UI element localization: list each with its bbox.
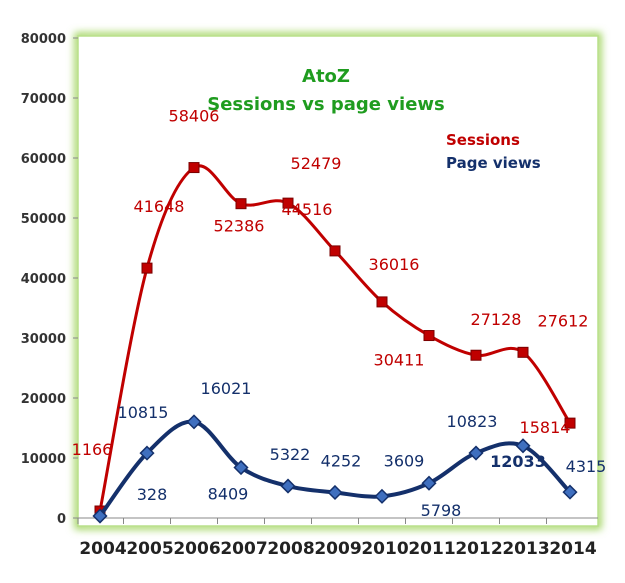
- data-point-sessions: [329, 245, 341, 257]
- y-tick-label: 10000: [21, 452, 66, 467]
- data-point-page-views: [562, 484, 578, 500]
- data-label: 58406: [169, 107, 220, 126]
- x-tick-label: 2009: [314, 539, 361, 559]
- data-point-sessions: [188, 162, 200, 174]
- x-tick-label: 2010: [361, 539, 408, 559]
- data-label: 3609: [384, 451, 425, 470]
- data-point-sessions: [470, 349, 482, 361]
- x-tick-label: 2004: [79, 539, 126, 559]
- data-point-page-views: [327, 484, 343, 501]
- chart-title: AtoZ: [302, 66, 350, 87]
- x-axis: 2004 2005 2006 2007 2008 2009 2010 2011 2012 2013…: [77, 517, 598, 559]
- data-label: 4252: [321, 451, 362, 470]
- y-tick-label: 30000: [21, 332, 66, 347]
- data-label: 8409: [208, 485, 249, 504]
- y-axis: 0 10000 20000 30000 40000 50000 60000 70000 8000…: [21, 32, 78, 527]
- y-tick-label: 20000: [21, 392, 66, 407]
- data-point-page-views: [468, 445, 484, 461]
- data-label: 27612: [538, 311, 589, 330]
- data-point-page-views: [92, 508, 108, 524]
- y-tick-label: 40000: [21, 272, 66, 287]
- data-point-sessions: [141, 262, 153, 274]
- data-labels: 1166 41648 58406 52386 52479 44516 36016 30411 2…: [72, 107, 607, 521]
- data-point-page-views: [374, 488, 390, 504]
- data-label: 44516: [282, 200, 333, 219]
- data-label: 5798: [421, 501, 462, 520]
- y-tick-label: 0: [57, 512, 66, 527]
- y-tick-label: 60000: [21, 152, 66, 167]
- data-point-sessions: [235, 198, 247, 210]
- data-label: 10815: [118, 403, 169, 422]
- data-label: 16021: [201, 379, 252, 398]
- x-tick-label: 2008: [267, 539, 314, 559]
- data-label: 4315: [566, 457, 607, 476]
- data-point-page-views: [421, 475, 437, 491]
- data-label: 27128: [471, 310, 522, 329]
- data-label: 12033: [490, 452, 546, 471]
- data-point-page-views: [139, 445, 155, 461]
- x-tick-label: 2013: [502, 539, 549, 559]
- x-tick-label: 2006: [173, 539, 220, 559]
- data-label: 36016: [369, 255, 420, 274]
- y-tick-label: 50000: [21, 212, 66, 227]
- x-tick-label: 2014: [549, 539, 596, 559]
- data-label: 15814: [520, 418, 571, 437]
- x-tick-label: 2012: [455, 539, 502, 559]
- data-label: 41648: [134, 197, 185, 216]
- y-tick-label: 70000: [21, 92, 66, 107]
- data-point-sessions: [423, 330, 435, 342]
- chart-subtitle: Sessions vs page views: [207, 94, 445, 115]
- data-label: 328: [137, 485, 168, 504]
- data-label: 52479: [291, 154, 342, 173]
- data-label: 52386: [214, 217, 265, 236]
- data-label: 5322: [270, 445, 311, 464]
- data-point-page-views: [280, 478, 296, 494]
- y-tick-label: 80000: [21, 32, 66, 47]
- legend-entry-sessions: Sessions: [446, 131, 520, 149]
- data-point-page-views: [515, 438, 531, 454]
- data-point-page-views: [186, 414, 202, 430]
- data-label: 1166: [72, 440, 113, 459]
- x-tick-label: 2011: [408, 539, 455, 559]
- data-label: 30411: [374, 351, 425, 370]
- data-point-sessions: [517, 346, 529, 358]
- series: [92, 162, 578, 524]
- x-tick-label: 2007: [220, 539, 267, 559]
- data-point-sessions: [376, 296, 388, 308]
- x-tick-label: 2005: [126, 539, 173, 559]
- data-point-sessions: [564, 417, 576, 429]
- legend-entry-page-views: Page views: [446, 154, 541, 172]
- data-point-page-views: [233, 459, 249, 476]
- data-point-sessions: [282, 197, 294, 209]
- data-label: 10823: [447, 412, 498, 431]
